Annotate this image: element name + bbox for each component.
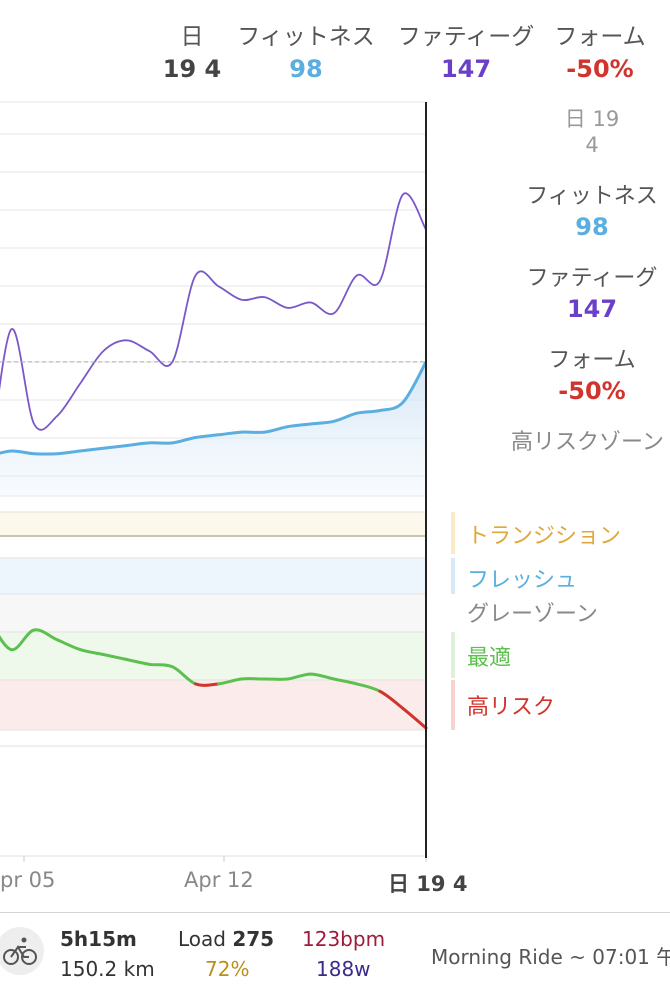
side-form-label: フォーム [512,346,670,376]
side-day: 日 19 4 [552,106,632,158]
side-fitness: フィットネス 98 [512,182,670,242]
form-zones [0,512,426,862]
side-day-label: 日 19 [552,106,632,132]
side-zone: 高リスクゾーン [511,428,664,458]
activity-load-label: Load [178,927,226,951]
side-fatigue-label: ファティーグ [512,264,670,294]
form-zone-band-3 [0,632,426,680]
form-zone-band-4 [0,680,426,730]
activity-heart-rate: 123bpm [302,927,385,951]
form-zone-band-1 [0,558,426,594]
side-fatigue-value: 147 [512,294,670,324]
bike-icon [0,927,44,975]
x-tick-apr12: Apr 12 [184,868,254,892]
legend-high-risk: 高リスク [467,689,555,721]
side-day-value: 4 [552,132,632,158]
legend-bar-high-risk [451,680,455,730]
activity-intensity: 72% [205,957,249,981]
legend-optimal: 最適 [467,640,511,672]
legend-transition: トランジション [467,518,621,550]
side-fitness-value: 98 [512,212,670,242]
side-fatigue: ファティーグ 147 [512,264,670,324]
fitness-area [0,362,426,496]
form-zone-band-0 [0,512,426,536]
side-fitness-label: フィットネス [512,182,670,212]
activity-load-value: 275 [232,927,274,951]
legend-bar-fresh [451,558,455,594]
legend-bar-transition [451,512,455,554]
legend-bar-optimal [451,632,455,678]
activity-distance: 150.2 km [60,957,155,981]
side-form-value: -50% [512,376,670,406]
x-tick-apr05: pr 05 [0,868,55,892]
side-form: フォーム -50% [512,346,670,406]
x-tick-current: 日 19 4 [388,868,467,898]
legend-grey: グレーゾーン [467,596,598,628]
activity-title[interactable]: Morning Ride ~ 07:01 午 [431,941,670,970]
activity-load: Load 275 [178,927,274,951]
activity-duration: 5h15m [60,927,137,951]
chart-series [0,102,426,858]
form-zone-band-2 [0,594,426,632]
legend-fresh: フレッシュ [467,562,577,594]
form-line-segment-9 [196,684,219,685]
activity-power: 188w [316,957,371,981]
activity-row[interactable]: 5h15m 150.2 km Load 275 72% 123bpm 188w … [0,912,670,997]
